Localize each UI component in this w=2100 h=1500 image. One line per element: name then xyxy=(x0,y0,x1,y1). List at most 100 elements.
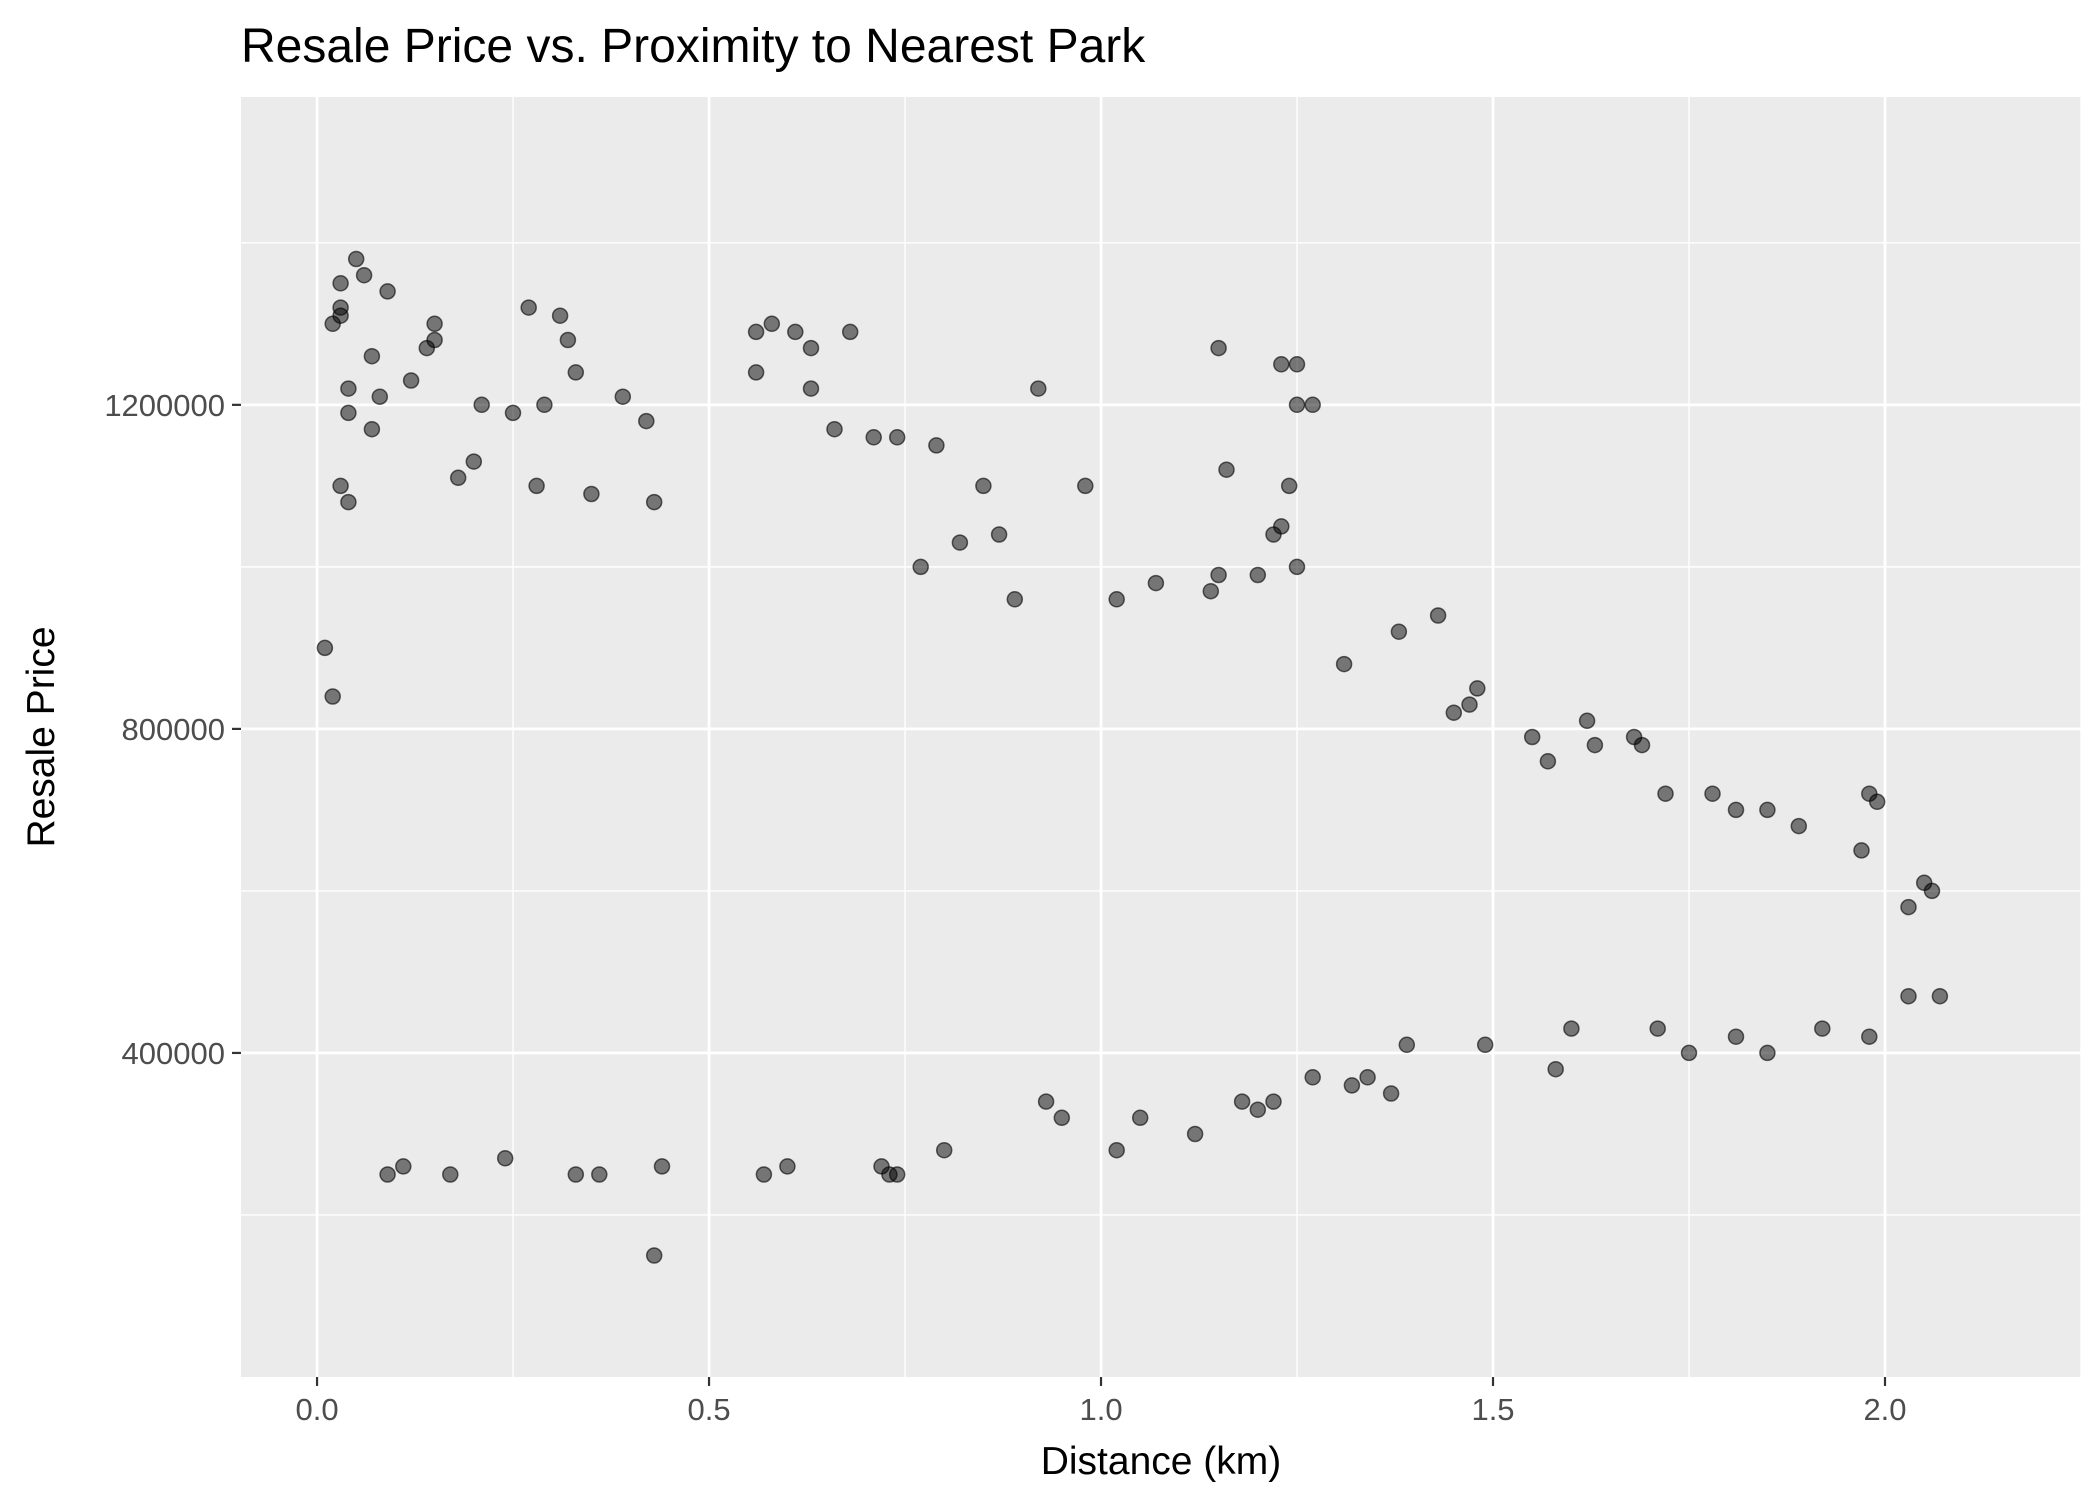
data-point xyxy=(379,1166,396,1183)
data-point xyxy=(332,275,349,292)
data-point xyxy=(1790,817,1808,835)
data-point xyxy=(1633,736,1651,754)
data-point xyxy=(1037,1093,1055,1110)
data-point xyxy=(1280,477,1298,495)
data-point xyxy=(1249,1101,1267,1118)
data-point xyxy=(865,429,882,446)
data-point xyxy=(645,1247,663,1264)
data-point xyxy=(1265,1093,1282,1110)
data-point xyxy=(935,1141,953,1159)
data-point xyxy=(1053,1109,1071,1127)
data-point xyxy=(379,283,396,300)
data-point xyxy=(1476,1036,1494,1054)
data-point xyxy=(1108,1141,1125,1159)
data-point xyxy=(536,396,553,414)
data-point xyxy=(324,688,341,705)
plot-panel xyxy=(241,97,2081,1377)
data-point xyxy=(340,493,357,511)
data-point xyxy=(1218,461,1235,478)
data-point xyxy=(1586,736,1604,754)
data-point xyxy=(787,323,804,341)
data-point xyxy=(583,485,600,503)
data-point xyxy=(928,437,945,454)
data-point xyxy=(1398,1036,1416,1054)
data-point xyxy=(395,1158,412,1175)
data-point xyxy=(347,250,365,268)
data-point xyxy=(1680,1044,1698,1062)
data-point xyxy=(1578,712,1596,730)
data-point xyxy=(614,388,632,405)
data-point xyxy=(1210,566,1227,584)
data-point xyxy=(426,315,443,333)
data-point xyxy=(1931,987,1949,1005)
data-point xyxy=(528,477,545,495)
data-point xyxy=(1461,696,1478,713)
data-point xyxy=(1288,396,1306,414)
data-point xyxy=(426,331,443,349)
data-point xyxy=(1704,785,1721,802)
data-point xyxy=(1547,1060,1564,1078)
data-point xyxy=(763,315,781,333)
data-point xyxy=(1147,574,1165,592)
data-point xyxy=(1539,753,1557,770)
data-point xyxy=(1249,566,1267,584)
data-point xyxy=(841,323,859,341)
data-point xyxy=(465,453,483,470)
data-point xyxy=(1210,339,1227,357)
minor-gridlines xyxy=(241,97,2082,1377)
chart-title: Resale Price vs. Proximity to Nearest Pa… xyxy=(241,20,1146,73)
data-point xyxy=(638,412,655,430)
y-axis-title: Resale Price xyxy=(20,626,63,847)
data-point xyxy=(1900,987,1917,1005)
data-point xyxy=(371,388,389,405)
data-points xyxy=(316,250,1949,1264)
data-point xyxy=(747,323,765,341)
data-point xyxy=(1077,477,1094,495)
y-tick-label: 400000 xyxy=(122,1036,225,1071)
data-point xyxy=(473,396,490,414)
data-point xyxy=(779,1158,796,1175)
data-point xyxy=(1429,607,1447,624)
data-point xyxy=(1900,898,1917,916)
data-point xyxy=(881,1166,898,1183)
data-point xyxy=(340,404,357,422)
data-point xyxy=(1814,1020,1831,1037)
data-point xyxy=(645,493,663,511)
data-point xyxy=(1868,793,1886,811)
data-point xyxy=(1335,655,1353,673)
data-point xyxy=(1202,582,1220,600)
data-point xyxy=(1657,785,1674,802)
data-point xyxy=(1233,1093,1251,1110)
data-point xyxy=(567,364,585,381)
data-point xyxy=(1108,591,1125,608)
data-point xyxy=(402,372,420,389)
data-point xyxy=(747,364,765,381)
data-point xyxy=(888,429,906,446)
data-point xyxy=(951,534,969,551)
data-point xyxy=(653,1158,671,1175)
x-tick-label: 1.5 xyxy=(1471,1392,1514,1427)
x-tick-label: 1.0 xyxy=(1079,1392,1122,1427)
data-point xyxy=(1563,1020,1580,1037)
data-point xyxy=(1382,1085,1400,1102)
data-point xyxy=(802,339,820,357)
data-point xyxy=(1304,396,1321,414)
data-point xyxy=(1304,1069,1321,1086)
data-point xyxy=(1390,623,1408,640)
y-tick-label: 800000 xyxy=(122,712,225,747)
data-point xyxy=(363,420,381,438)
data-point xyxy=(591,1166,608,1183)
data-point xyxy=(1359,1069,1376,1086)
data-point xyxy=(449,469,467,487)
data-point xyxy=(1131,1109,1149,1127)
data-point xyxy=(1006,591,1024,608)
data-point xyxy=(559,331,577,349)
y-axis: 400000 800000 1200000 xyxy=(104,388,241,1071)
data-point xyxy=(1273,356,1290,373)
data-point xyxy=(340,380,357,397)
data-point xyxy=(1186,1125,1204,1143)
data-point xyxy=(1649,1020,1666,1037)
data-point xyxy=(1445,704,1463,721)
data-point xyxy=(912,558,929,576)
